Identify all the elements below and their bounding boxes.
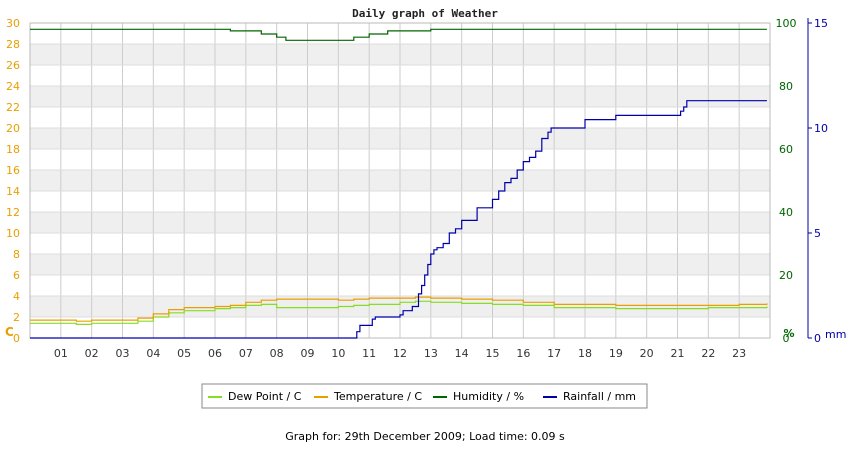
temperature-tick-label: 6 [13, 269, 20, 282]
humidity-unit-label: % [783, 327, 794, 340]
rainfall-tick-label: 15 [814, 17, 828, 30]
temperature-tick-label: 10 [6, 227, 20, 240]
x-tick-label: 08 [270, 347, 284, 360]
x-tick-label: 07 [239, 347, 253, 360]
temperature-tick-label: 8 [13, 248, 20, 261]
footer-text: Graph for: 29th December 2009; Load time… [285, 430, 565, 443]
temperature-tick-label: 14 [6, 185, 20, 198]
x-tick-label: 19 [609, 347, 623, 360]
temperature-tick-label: 30 [6, 17, 20, 30]
rainfall-unit-label: mm [825, 328, 846, 341]
x-tick-label: 03 [116, 347, 130, 360]
series-group [30, 28, 768, 339]
x-tick-label: 17 [547, 347, 561, 360]
temperature-tick-label: 18 [6, 143, 20, 156]
legend: Dew Point / C Temperature / C Humidity / %… [201, 383, 648, 409]
legend-label-dew-point: Dew Point / C [228, 390, 302, 403]
rainfall-tick-label: 5 [814, 227, 821, 240]
humidity-line [30, 28, 767, 41]
x-tick-label: 20 [640, 347, 654, 360]
rainfall-tick-label: 10 [814, 122, 828, 135]
x-tick-label: 01 [54, 347, 68, 360]
temperature-tick-label: 28 [6, 38, 20, 51]
temperature-tick-label: 26 [6, 59, 20, 72]
x-tick-label: 10 [331, 347, 345, 360]
temperature-tick-label: 16 [6, 164, 20, 177]
humidity-tick-label: 60 [779, 143, 793, 156]
x-tick-label: 11 [362, 347, 376, 360]
x-tick-label: 04 [146, 347, 160, 360]
dew-point-line [30, 300, 768, 325]
rainfall-tick-label: 0 [814, 332, 821, 345]
axes-group: 01 02 03 04 05 06 07 08 09 10 11 12 13 14 15 16 17 18 19 20… [5, 17, 846, 360]
temperature-tick-label: 4 [13, 290, 20, 303]
x-tick-label: 16 [516, 347, 530, 360]
chart-title: Daily graph of Weather [352, 7, 498, 20]
temperature-line [30, 296, 768, 322]
x-tick-label: 02 [85, 347, 99, 360]
x-tick-label: 15 [486, 347, 500, 360]
temperature-tick-label: 12 [6, 206, 20, 219]
x-tick-label: 12 [393, 347, 407, 360]
legend-box [201, 383, 648, 409]
x-tick-label: 23 [732, 347, 746, 360]
legend-label-temperature: Temperature / C [333, 390, 422, 403]
humidity-tick-label: 20 [779, 269, 793, 282]
humidity-tick-label: 80 [779, 80, 793, 93]
temperature-tick-label: 2 [13, 311, 20, 324]
x-tick-label: 09 [301, 347, 315, 360]
humidity-tick-label: 100 [776, 17, 797, 30]
rainfall-line [30, 100, 767, 339]
x-tick-label: 05 [177, 347, 191, 360]
temperature-tick-label: 22 [6, 101, 20, 114]
x-tick-label: 14 [455, 347, 469, 360]
temperature-tick-label: 20 [6, 122, 20, 135]
legend-label-humidity: Humidity / % [453, 390, 524, 403]
legend-label-rainfall: Rainfall / mm [563, 390, 636, 403]
x-tick-label: 13 [424, 347, 438, 360]
plot-frame [29, 22, 771, 339]
x-tick-label: 06 [208, 347, 222, 360]
humidity-tick-label: 40 [779, 206, 793, 219]
temperature-unit-label: C [5, 325, 14, 339]
x-tick-label: 21 [671, 347, 685, 360]
temperature-tick-label: 0 [13, 332, 20, 345]
x-tick-label: 22 [701, 347, 715, 360]
temperature-tick-label: 24 [6, 80, 20, 93]
humidity-tick-label: 0 [783, 332, 790, 345]
x-tick-label: 18 [578, 347, 592, 360]
